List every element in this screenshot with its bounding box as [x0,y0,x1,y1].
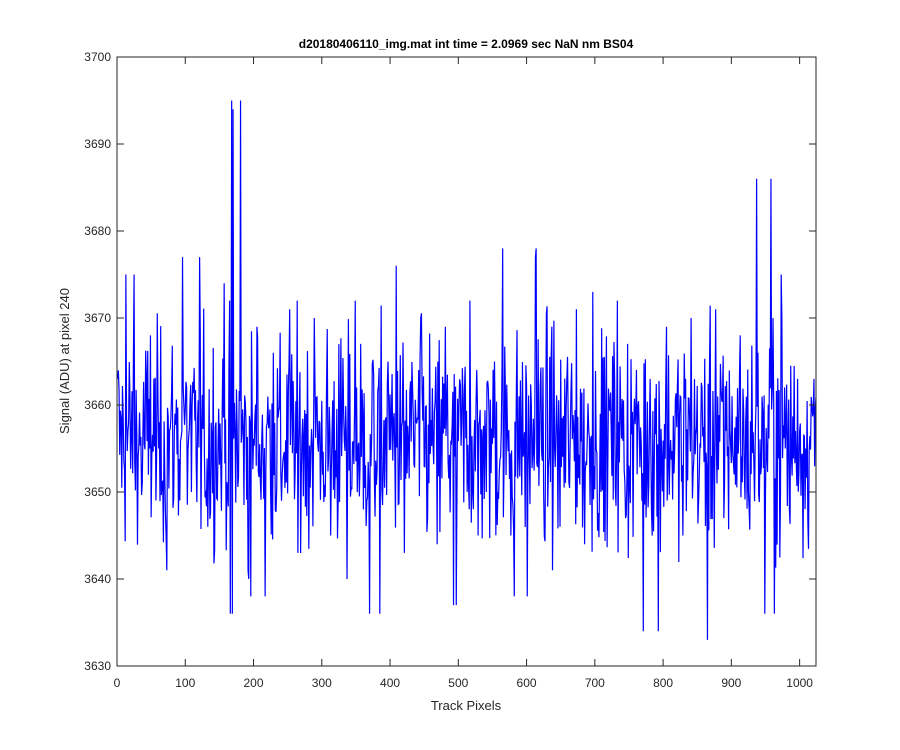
x-axis-label: Track Pixels [431,698,502,713]
y-tick-label: 3660 [84,398,111,412]
series-line [117,100,817,640]
x-tick-label: 500 [448,676,468,690]
y-tick-label: 3670 [84,311,111,325]
y-axis: 3630 3640 3650 3660 3670 3680 3690 3700 [84,50,816,673]
y-axis-label: Signal (ADU) at pixel 240 [57,288,72,434]
x-axis: 0 100 200 300 400 500 600 700 800 900 1000 [114,57,813,690]
y-tick-label: 3690 [84,137,111,151]
y-tick-label: 3630 [84,659,111,673]
x-tick-label: 1000 [786,676,813,690]
axes-box [116,56,817,667]
series-layer [117,100,817,640]
axes-background [117,57,816,666]
x-tick-label: 300 [312,676,332,690]
y-tick-label: 3650 [84,485,111,499]
x-tick-label: 0 [114,676,121,690]
y-tick-label: 3680 [84,224,111,238]
x-tick-label: 600 [517,676,537,690]
x-tick-label: 800 [653,676,673,690]
y-tick-label: 3700 [84,50,111,64]
x-tick-label: 900 [721,676,741,690]
chart-title: d20180406110_img.mat int time = 2.0969 s… [299,37,634,51]
y-tick-label: 3640 [84,572,111,586]
x-tick-label: 400 [380,676,400,690]
x-tick-label: 100 [175,676,195,690]
x-tick-label: 200 [244,676,264,690]
x-tick-label: 700 [585,676,605,690]
